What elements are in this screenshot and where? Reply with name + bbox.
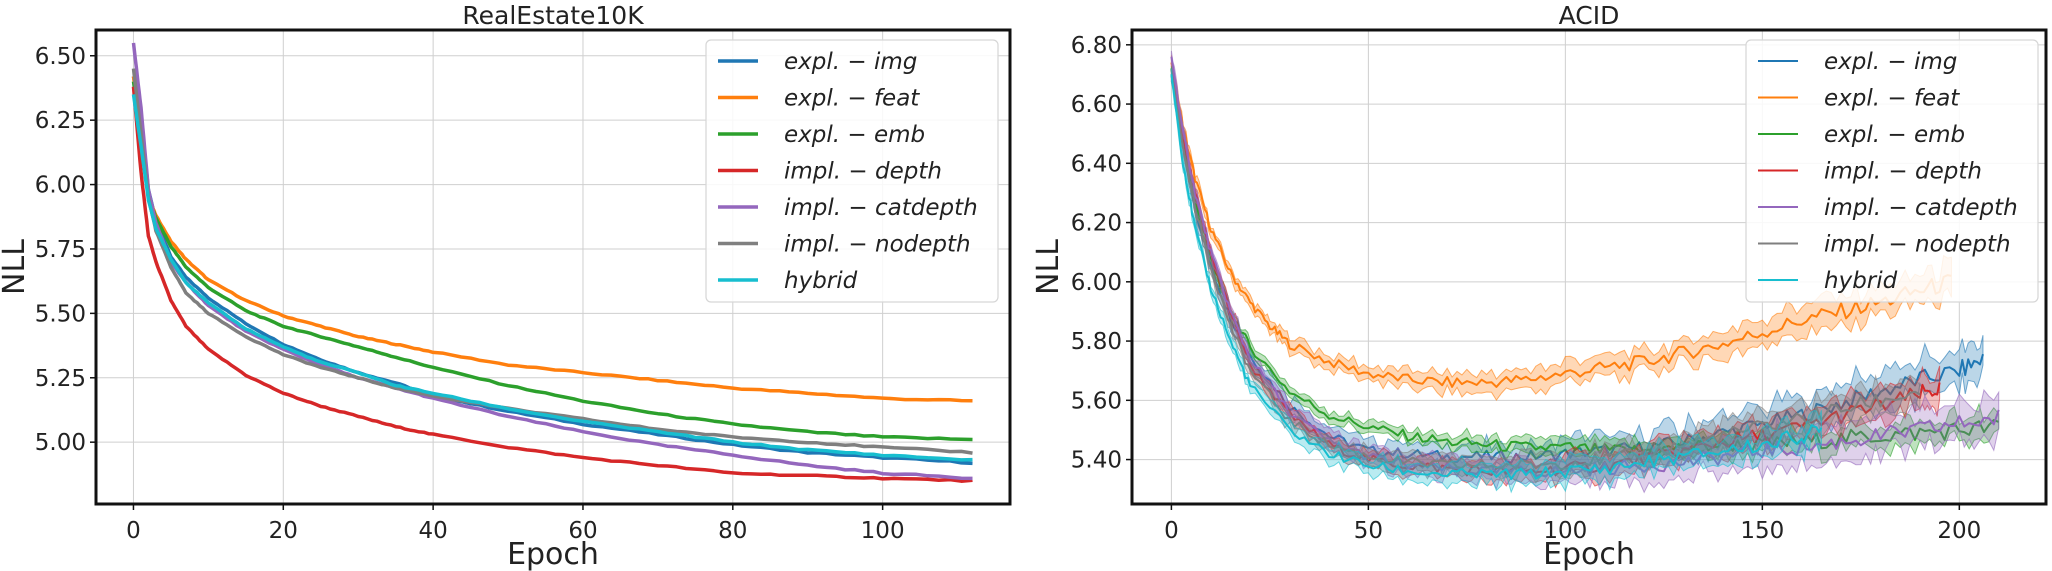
y-tick-label: 5.40 xyxy=(1071,448,1122,474)
y-tick-label: 6.80 xyxy=(1071,33,1122,59)
legend-entry: impl. − nodepth xyxy=(784,232,971,258)
y-tick-label: 5.00 xyxy=(35,430,86,456)
legend-entry: impl. − catdepth xyxy=(1824,195,2018,221)
y-tick-label: 6.20 xyxy=(1071,211,1122,237)
x-axis-label: Epoch xyxy=(1543,537,1635,571)
series-band-6 xyxy=(1170,69,1921,484)
series-line-7 xyxy=(1170,74,1823,481)
legend-entry: impl. − catdepth xyxy=(784,195,978,221)
chart-title: RealEstate10K xyxy=(462,1,644,30)
y-tick-label: 5.80 xyxy=(1071,329,1122,355)
y-tick-label: 6.00 xyxy=(35,173,86,199)
x-tick-label: 80 xyxy=(718,518,747,544)
y-tick-label: 5.25 xyxy=(35,366,86,392)
y-tick-label: 6.40 xyxy=(1071,151,1122,177)
plot-frame xyxy=(1130,28,2048,506)
plot-area xyxy=(131,42,973,483)
y-tick-label: 6.50 xyxy=(35,44,86,70)
legend-entry: impl. − nodepth xyxy=(1824,232,2011,258)
plot-area xyxy=(1170,50,2000,494)
y-tick-label: 6.25 xyxy=(35,108,86,134)
series-line-7 xyxy=(131,94,973,462)
plot-frame xyxy=(94,28,1012,506)
x-tick-label: 40 xyxy=(418,518,447,544)
legend-entry: hybrid xyxy=(1824,268,1898,294)
x-tick-label: 100 xyxy=(861,518,905,544)
series-line-6 xyxy=(1170,74,1921,470)
legend-entry: expl. − emb xyxy=(784,122,925,148)
legend-entry: impl. − depth xyxy=(1824,159,1982,185)
series-line-3 xyxy=(131,81,973,442)
x-tick-label: 100 xyxy=(1543,518,1587,544)
x-tick-label: 60 xyxy=(568,518,597,544)
chart-title: ACID xyxy=(1559,1,1620,30)
x-tick-label: 20 xyxy=(269,518,298,544)
legend: expl. − img expl. − feat expl. − emb impl. … xyxy=(1745,39,2039,303)
series-line-2 xyxy=(1170,62,1952,388)
series-line-4 xyxy=(131,86,973,483)
legend-entry: impl. − depth xyxy=(784,159,942,185)
legend-entry: expl. − feat xyxy=(784,86,920,112)
series-band-5 xyxy=(1170,50,2000,494)
y-tick-label: 5.75 xyxy=(35,237,86,263)
x-axis-label: Epoch xyxy=(507,537,599,571)
legend-entry: expl. − img xyxy=(784,49,917,75)
legend-entry: expl. − feat xyxy=(1824,86,1960,112)
y-tick-label: 6.00 xyxy=(1071,270,1122,296)
legend-entry: expl. − emb xyxy=(1824,122,1965,148)
x-tick-label: 0 xyxy=(1164,518,1179,544)
series-line-5 xyxy=(1170,56,2000,478)
legend-entry: expl. − img xyxy=(1824,49,1957,75)
legend-entry: hybrid xyxy=(784,268,858,294)
x-tick-label: 0 xyxy=(126,518,141,544)
y-axis-label: NLL xyxy=(0,239,32,295)
legend-box xyxy=(705,39,999,303)
chart-panel-1: 0 20 40 60 80 100 5.00 5.25 5.50 5.75 6.00 6.25 6.50… xyxy=(0,1,1012,571)
legend-box xyxy=(1745,39,2039,303)
y-tick-label: 5.50 xyxy=(35,301,86,327)
series-line-5 xyxy=(131,42,973,481)
y-tick-label: 6.60 xyxy=(1071,92,1122,118)
x-tick-label: 150 xyxy=(1740,518,1784,544)
x-tick-label: 50 xyxy=(1354,518,1383,544)
chart-panel-2: 0 50 100 150 200 5.40 5.60 5.80 6.00 6.20 6.40 6.60… xyxy=(1031,1,2048,571)
legend: expl. − img expl. − feat expl. − emb impl. … xyxy=(705,39,999,303)
series-band-7 xyxy=(1170,68,1822,494)
x-tick-label: 200 xyxy=(1937,518,1981,544)
y-axis-label: NLL xyxy=(1031,239,1066,295)
y-tick-label: 5.60 xyxy=(1071,388,1122,414)
